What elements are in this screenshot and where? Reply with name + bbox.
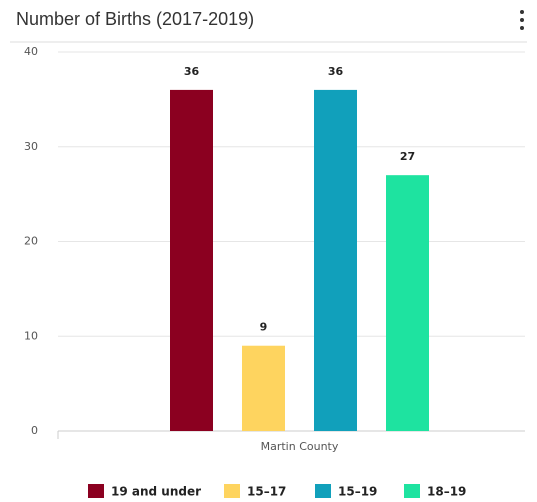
data-label: 36 [184, 65, 200, 78]
legend-swatch [88, 484, 104, 498]
legend-swatch [224, 484, 240, 498]
bar [170, 89, 213, 432]
data-label: 27 [400, 150, 415, 163]
legend-swatch [404, 484, 420, 498]
legend-label: 18–19 [427, 485, 466, 499]
legend-label: 15–19 [338, 485, 377, 499]
menu-button[interactable] [520, 10, 524, 30]
y-tick-label: 0 [31, 424, 38, 437]
y-tick-label: 20 [24, 235, 38, 248]
data-label: 36 [328, 65, 344, 78]
chart-title: Number of Births (2017-2019) [16, 9, 254, 29]
bar [314, 89, 357, 432]
y-tick-label: 30 [24, 140, 38, 153]
legend-label: 19 and under [111, 485, 201, 499]
legend-swatch [315, 484, 331, 498]
legend-label: 15–17 [247, 485, 286, 499]
bar [386, 175, 429, 431]
bar [242, 345, 285, 431]
y-tick-label: 10 [24, 329, 38, 342]
x-tick-label: Martin County [261, 440, 339, 453]
y-tick-label: 40 [24, 45, 38, 58]
data-label: 9 [260, 321, 268, 334]
